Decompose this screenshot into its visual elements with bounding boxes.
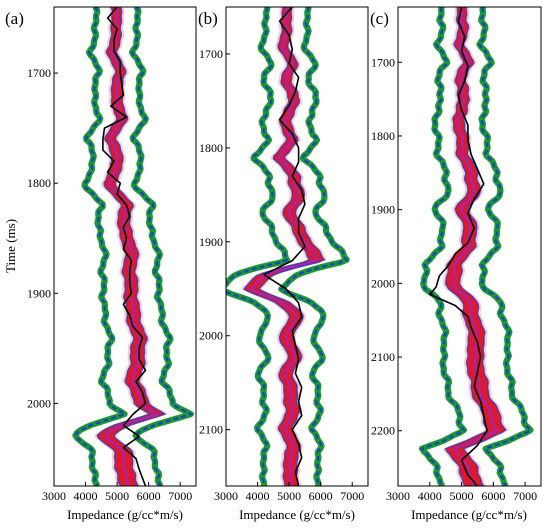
panel-a-xtick-label: 7000 — [168, 489, 192, 503]
panel-c-xtick-label: 4000 — [418, 489, 442, 503]
panel-a-outer-bound-left-dashed — [74, 7, 128, 486]
panel-a-plot — [71, 7, 195, 486]
panel-c-xtick-label: 5000 — [450, 489, 474, 503]
panel-b: (b) 3000 4000 5000 6000 7000 1700 1800 1900 200… — [198, 6, 369, 522]
panel-a-mean-line — [104, 7, 160, 486]
panel-b-outer-bound-left-dashed — [226, 7, 289, 486]
panel-a-inner-edge-left — [96, 7, 151, 486]
panel-b-outer-bound-left — [226, 7, 290, 486]
panel-b-outer-bound-right-dashed — [279, 7, 349, 486]
panel-c-xtick-label: 3000 — [386, 489, 410, 503]
panel-a-xtick-label: 5000 — [105, 489, 129, 503]
panel-c-ytick-label: 1800 — [371, 129, 395, 143]
panel-c-inner-edge-right — [458, 7, 507, 486]
panel-b-plot — [226, 7, 351, 486]
panel-a-true-log — [102, 7, 147, 486]
panel-a-inner-band — [97, 7, 166, 486]
panel-c-ytick-label: 2000 — [371, 276, 395, 290]
panel-c-ytick-label: 2100 — [371, 350, 395, 364]
panel-a-ytick-label: 1700 — [27, 66, 51, 80]
panel-b-inner-edge-left — [242, 7, 311, 486]
panel-b-yticks: 1700 1800 1900 2000 2100 — [199, 47, 230, 437]
panel-a-xtick-label: 4000 — [74, 489, 98, 503]
panel-c-xtick-label: 6000 — [481, 489, 505, 503]
panel-a-yticks: 1700 1800 1900 2000 — [27, 66, 58, 410]
panel-b-xtick-label: 7000 — [340, 489, 364, 503]
panel-b-ytick-label: 1800 — [199, 141, 223, 155]
panel-c-ytick-label: 1900 — [371, 203, 395, 217]
panel-c-mean-line — [451, 7, 499, 486]
panel-a-xlabel: Impedance (g/cc*m/s) — [67, 507, 183, 522]
panel-a-frame — [53, 6, 197, 487]
panel-b-xtick-label: 6000 — [309, 489, 333, 503]
panel-b-xtick-label: 5000 — [277, 489, 301, 503]
panel-b-mean-line — [250, 7, 319, 486]
panel-b-ytick-label: 1700 — [199, 47, 223, 61]
panel-b-xtick-label: 3000 — [214, 489, 238, 503]
panel-a-ytick-label: 1900 — [27, 286, 51, 300]
panel-a-label: (a) — [5, 9, 24, 28]
panel-b-inner-edge-right — [258, 7, 326, 486]
panel-a-xtick-label: 3000 — [42, 489, 66, 503]
panel-c-outer-bound-right-dashed — [478, 7, 533, 486]
panel-b-xtick-label: 4000 — [246, 489, 270, 503]
panel-c-ytick-label: 1700 — [371, 55, 395, 69]
panel-a-ytick-label: 2000 — [27, 396, 51, 410]
y-axis-label: Time (ms) — [3, 219, 18, 273]
panel-b-true-log — [263, 7, 306, 486]
panel-c-label: (c) — [370, 9, 389, 28]
panel-a-xticks: 3000 4000 5000 6000 7000 — [42, 482, 192, 503]
panel-c-xticks: 3000 4000 5000 6000 7000 — [386, 482, 537, 503]
panel-a-xtick-label: 6000 — [137, 489, 161, 503]
panel-a-outer-bound-right-dashed — [130, 7, 194, 486]
panel-c-xtick-label: 7000 — [513, 489, 537, 503]
panel-c-outer-bound-left-dashed — [420, 7, 466, 486]
panel-c-yticks: 1700 1800 1900 2000 2100 2200 — [371, 55, 402, 438]
panel-c-plot — [418, 7, 535, 486]
panel-b-label: (b) — [198, 9, 218, 28]
panel-c-true-log — [429, 7, 488, 486]
panel-a: (a) 3000 4000 5000 6000 7000 1700 1800 1900 200… — [5, 6, 197, 522]
panel-b-frame — [225, 6, 369, 487]
panel-b-ytick-label: 2100 — [199, 423, 223, 437]
panel-c: (c) 3000 4000 5000 6000 7000 1700 1800 1900 200… — [370, 6, 542, 522]
panel-c-ytick-label: 2200 — [371, 424, 395, 438]
panel-c-xlabel: Impedance (g/cc*m/s) — [411, 507, 527, 522]
panel-b-xticks: 3000 4000 5000 6000 7000 — [214, 482, 364, 503]
panel-a-ytick-label: 1800 — [27, 176, 51, 190]
panel-b-ytick-label: 2000 — [199, 329, 223, 343]
panel-c-frame — [397, 6, 542, 487]
panel-b-ytick-label: 1900 — [199, 235, 223, 249]
panel-b-xlabel: Impedance (g/cc*m/s) — [239, 507, 355, 522]
